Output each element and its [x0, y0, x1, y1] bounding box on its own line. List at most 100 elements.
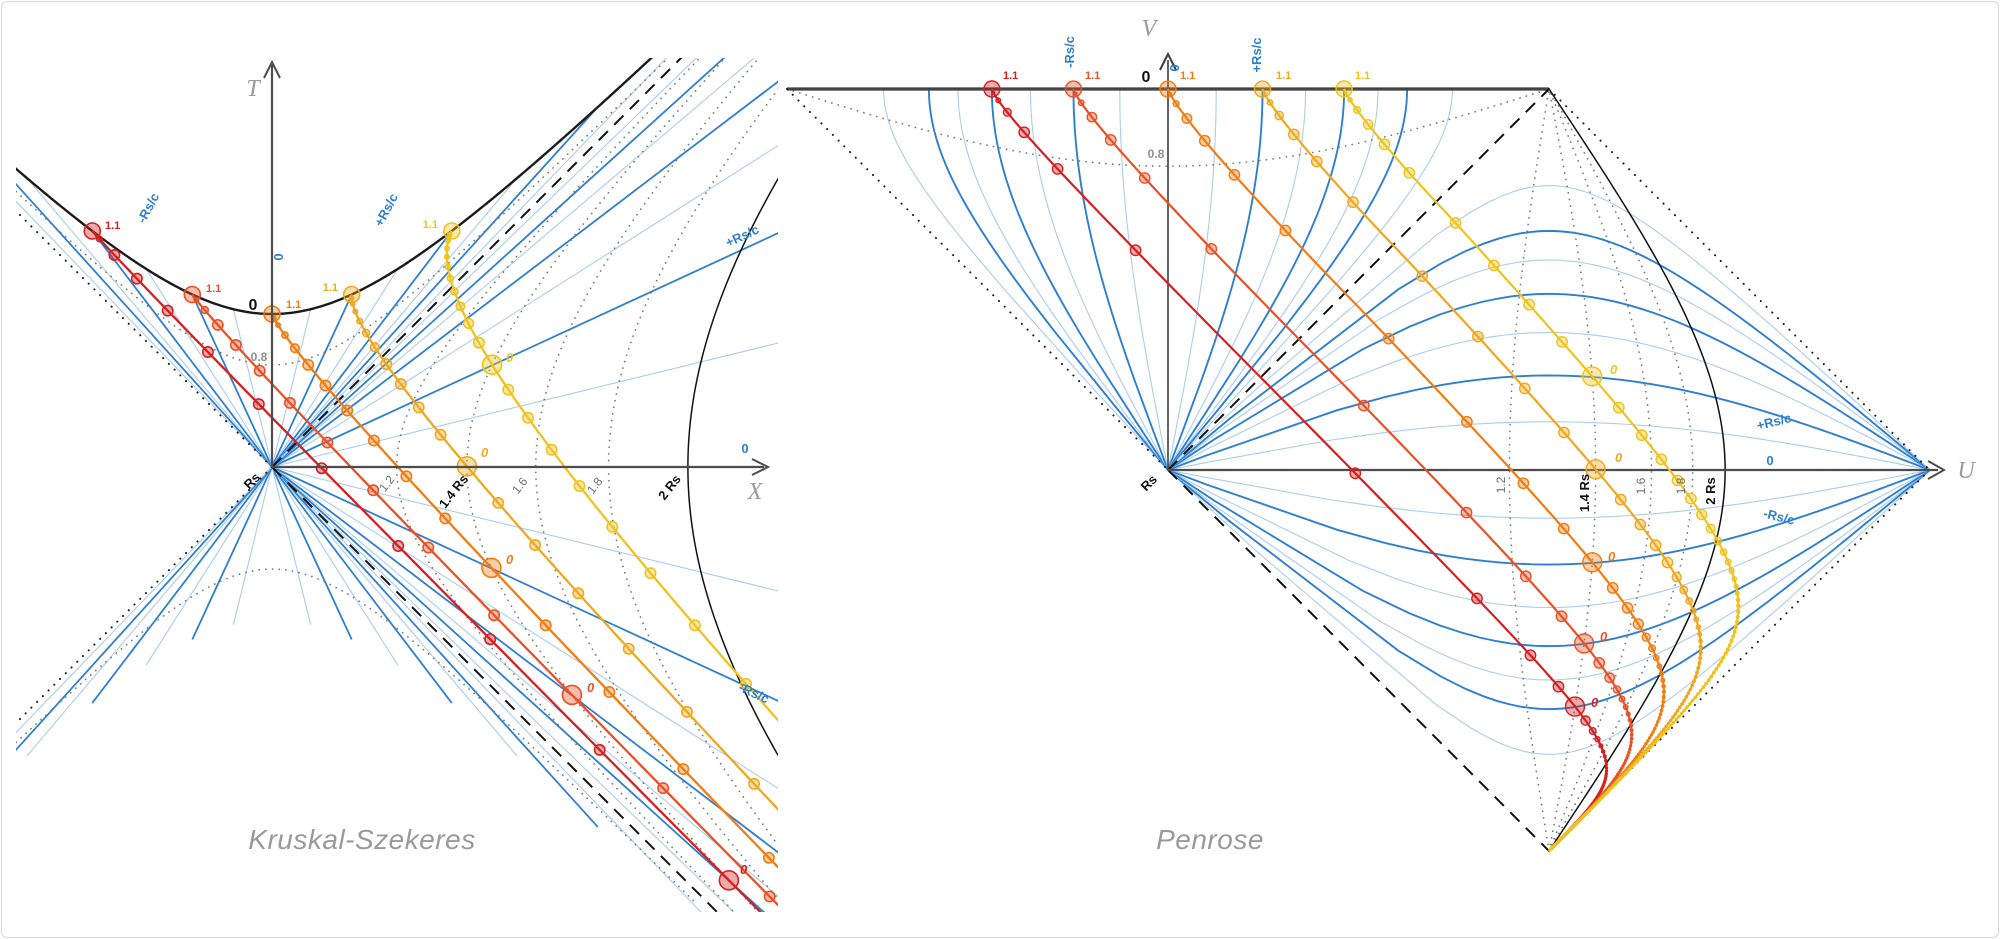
- axis-label-08: 0.8: [251, 350, 268, 364]
- pen-marker-E-tau-3.8: [1693, 695, 1698, 700]
- kruskal-clipped: [16, 58, 809, 912]
- r-contour-1.4Rs: [466, 58, 759, 912]
- pen-marker-E-tau-19.0: [1549, 847, 1553, 851]
- pen-marker-B-tau0.0: [1573, 633, 1595, 654]
- pen-axis-label-Rs: Rs: [1138, 472, 1160, 494]
- pen-marker-A-tau-0.5: [1600, 749, 1606, 754]
- marker-E-tau0.1: [472, 336, 485, 349]
- pen-marker-C-tau-2.3: [1647, 736, 1652, 740]
- pen-marker-C-tau-0.8: [1658, 670, 1665, 677]
- pen-marker-C-tau-2.4: [1646, 739, 1650, 743]
- pen-marker-B-tau0.2: [1519, 570, 1532, 583]
- axis-label-2Rs: 2 Rs: [655, 472, 684, 503]
- pen-marker-E-tau-0.3: [1655, 453, 1668, 466]
- marker-C-tau0.8: [280, 331, 289, 340]
- pen-marker-B-tau-1.3: [1628, 744, 1633, 748]
- pen-marker-D-tau-3.0: [1671, 715, 1675, 719]
- pen-traj-D-start-label: 1.1: [1276, 70, 1291, 82]
- pen-marker-E-tau-5.0: [1661, 732, 1665, 736]
- pen-marker-E-tau-2.7: [1721, 655, 1726, 660]
- pen-time-line-region2-t2: [1167, 89, 1346, 471]
- marker-E-tau0.5: [446, 274, 455, 283]
- r-contour-0.8Rs-future: [16, 58, 670, 366]
- past-horizon-dashed: [271, 466, 719, 912]
- marker-E-tau0.9: [444, 237, 451, 244]
- pen-marker-D-tau-1.3: [1698, 644, 1704, 650]
- marker-E-tau-0.4: [573, 479, 586, 492]
- pen-axis-label-18: 1.8: [1674, 477, 1688, 494]
- pen-marker-E-tau-4.8: [1666, 726, 1671, 731]
- pen-marker-E-tau0.5: [1403, 166, 1416, 179]
- trajectory-E: [442, 222, 809, 755]
- pen-marker-E-tau0.6: [1378, 138, 1391, 151]
- time-line-region2-t-2.5: [26, 177, 273, 468]
- time-line-region4-t-3: [271, 466, 599, 828]
- marker-A-tau0.3: [392, 539, 405, 552]
- pen-marker-D-tau0.7: [1288, 128, 1300, 141]
- pen-marker-D-tau-2.8: [1675, 708, 1680, 713]
- pen-marker-B-tau-1.8: [1623, 759, 1628, 763]
- pen-traj-D-zero-label: 0: [1615, 450, 1623, 465]
- pen-marker-E-tau-1.0: [1724, 558, 1732, 566]
- pen-marker-B-tau-1.7: [1625, 756, 1629, 760]
- pen-marker-E-tau-6.7: [1622, 773, 1627, 777]
- pen-marker-E-tau0.3: [1488, 259, 1500, 272]
- pen-marker-B-tau-1.0: [1629, 732, 1634, 737]
- pen-marker-E-tau-5.5: [1648, 745, 1653, 750]
- pen-marker-D-tau-1.0: [1695, 624, 1702, 631]
- trajectory-B: [183, 285, 778, 907]
- pen-marker-D-tau-2.6: [1680, 702, 1684, 706]
- pen-marker-B-tau-0.7: [1627, 717, 1633, 723]
- V-axis-arrow: [1159, 51, 1177, 71]
- marker-D-tau0.9: [349, 300, 356, 307]
- marker-E-tau0.7: [443, 253, 450, 260]
- time-line-region1-t1: [271, 232, 778, 468]
- pen-marker-A-tau1.1: [983, 80, 1001, 98]
- kruskal-title: Kruskal-Szekeres: [248, 824, 476, 855]
- time-line-region2-t-3: [16, 182, 273, 468]
- time-line-region4-t1.5: [145, 466, 273, 666]
- pen-marker-E-tau-1.7: [1736, 609, 1741, 614]
- pen-marker-A-tau-0.6: [1602, 754, 1607, 759]
- pen-marker-E-tau-1.2: [1731, 576, 1738, 582]
- pen-marker-E-tau-1.9: [1734, 619, 1740, 625]
- pen-traj-C-start-label: 1.1: [1180, 70, 1195, 82]
- pen-marker-C-tau-0.1: [1606, 582, 1619, 594]
- marker-D-tau1.0: [348, 294, 355, 301]
- time-line-region4-t-4: [271, 466, 702, 912]
- pen-traj-A-start-label: 1.1: [1003, 70, 1018, 82]
- trajectory-line-D: [350, 294, 778, 811]
- marker-E-tau-0.6: [644, 567, 657, 580]
- pen-marker-D-tau1.1: [1253, 80, 1272, 98]
- marker-E-tau-0.9: [799, 745, 809, 755]
- marker-E-tau0.6: [444, 263, 452, 271]
- pen-marker-E-tau-4.0: [1688, 702, 1692, 706]
- pen-marker-D-tau-1.2: [1698, 638, 1703, 644]
- pen-marker-D-tau-0.4: [1661, 556, 1674, 569]
- pen-axis-label-U: U: [1957, 458, 1976, 484]
- pen-marker-D-tau-0.7: [1685, 597, 1694, 605]
- time-line-region2-t0.5: [271, 309, 312, 468]
- marker-D-tau0.6: [361, 328, 371, 338]
- marker-B-tau0.1: [488, 609, 501, 622]
- pen-marker-E-tau-2.3: [1729, 639, 1734, 643]
- marker-C-tau0.2: [400, 470, 413, 483]
- marker-C-tau-0.4: [762, 851, 775, 864]
- time-line-region4-t2: [91, 466, 273, 704]
- pen-marker-A-tau0.8: [1002, 107, 1012, 117]
- marker-C-tau0.1: [439, 512, 452, 525]
- pen-marker-B-tau-1.6: [1626, 753, 1630, 757]
- time-line-region4-t-2.5: [271, 466, 518, 757]
- pen-marker-A-tau-0.4: [1598, 743, 1604, 749]
- pen-marker-D-tau-1.4: [1698, 650, 1703, 655]
- pen-marker-E-tau-3.7: [1696, 692, 1700, 696]
- trajectory-line-A: [91, 230, 762, 912]
- marker-D-tau0.7: [356, 317, 364, 325]
- marker-B-tau1.1: [183, 285, 202, 304]
- marker-E-tau0.3: [455, 301, 466, 312]
- time-line-region2-t3: [271, 106, 599, 468]
- kruskal-trajectories: [83, 222, 809, 912]
- pen-marker-B-tau-0.3: [1612, 685, 1622, 694]
- pen-marker-D-tau-2.5: [1682, 698, 1686, 703]
